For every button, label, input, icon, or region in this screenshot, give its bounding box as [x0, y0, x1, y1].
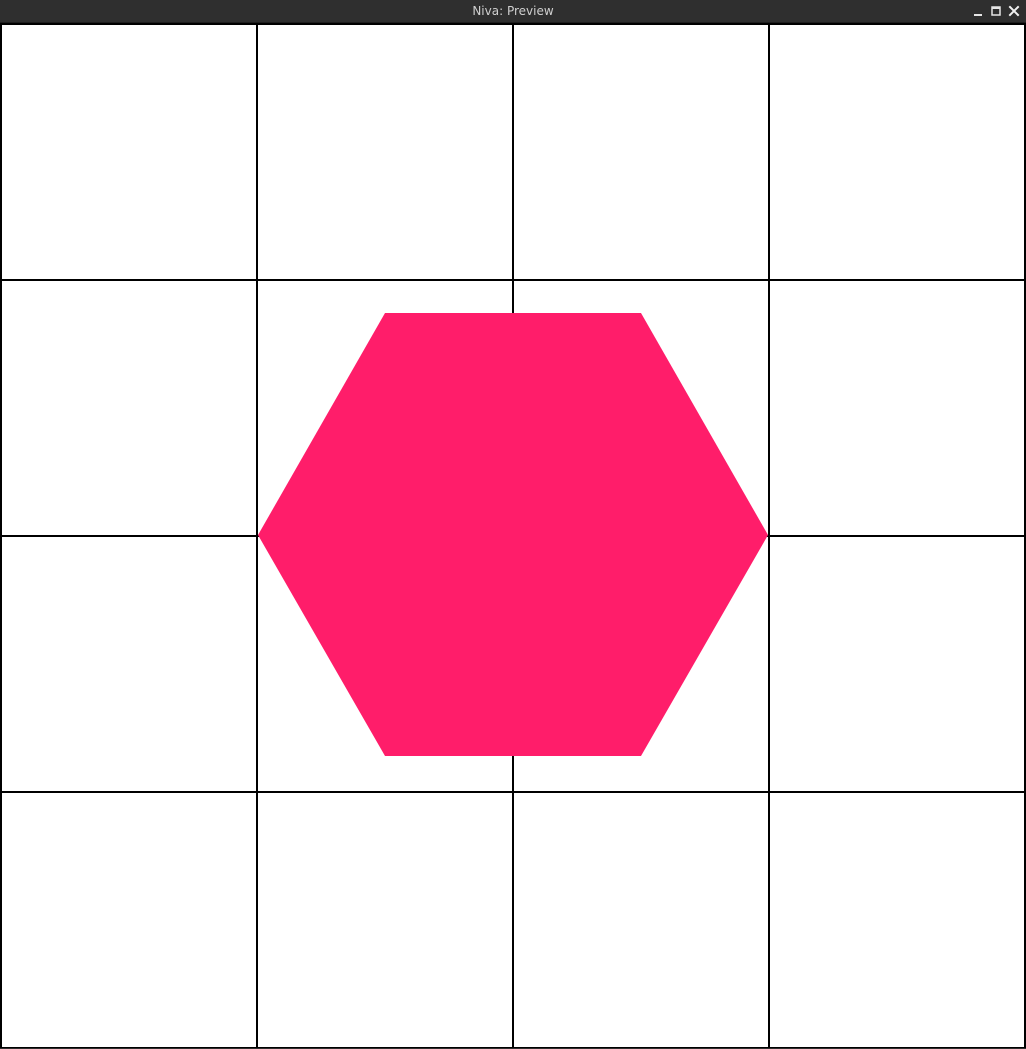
title-bar[interactable]: Niva: Preview: [0, 0, 1026, 23]
preview-drawing: [0, 23, 1026, 1048]
grid: [0, 23, 1026, 1048]
window-title: Niva: Preview: [472, 4, 554, 18]
preview-canvas: [0, 23, 1026, 1048]
close-icon[interactable]: [1008, 5, 1020, 17]
maximize-icon[interactable]: [990, 5, 1002, 17]
window-controls: [972, 0, 1020, 22]
minimize-icon[interactable]: [972, 5, 984, 17]
hexagon-shape: [258, 313, 768, 756]
